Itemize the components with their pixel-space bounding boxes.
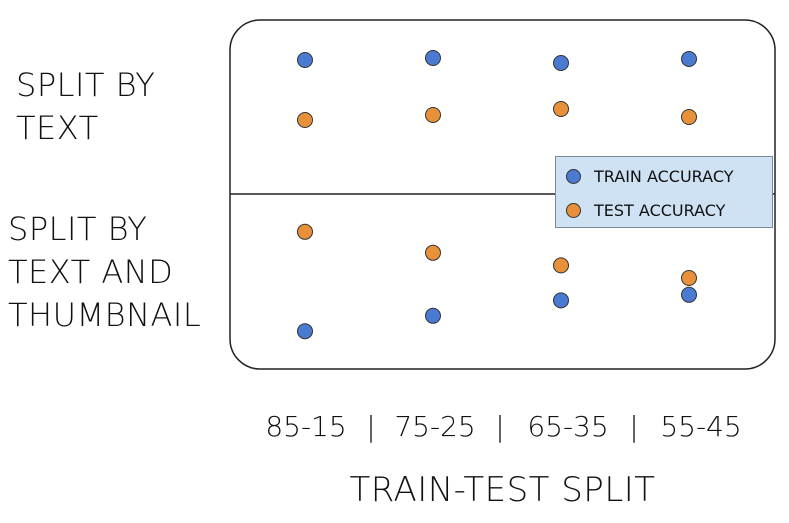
row-label-split-by-text: SPLIT BY TEXT — [16, 64, 155, 150]
x-tick-label: 85-15 — [265, 410, 347, 443]
x-tick-separator: | — [495, 410, 505, 443]
data-point-test — [553, 257, 569, 274]
x-tick-separator: | — [366, 410, 376, 443]
data-point-train — [425, 307, 441, 324]
x-tick-labels: 85-15 | 75-25 | 65-35 | 55-45 — [230, 410, 775, 446]
x-tick-separator: | — [629, 410, 639, 443]
legend-dot-test — [566, 202, 581, 218]
data-point-test — [425, 244, 441, 261]
row-label-line: TEXT AND — [8, 253, 174, 291]
x-axis-title: TRAIN-TEST SPLIT — [349, 470, 656, 510]
data-point-train — [297, 323, 313, 340]
data-point-train — [681, 51, 697, 67]
legend-label-train: TRAIN ACCURACY — [594, 166, 734, 186]
row-label-line: SPLIT BY — [8, 210, 148, 248]
x-tick-label: 65-35 — [527, 410, 609, 443]
data-point-train — [553, 55, 569, 71]
row-label-split-by-text-and-thumbnail: SPLIT BY TEXT AND THUMBNAIL — [8, 208, 201, 337]
data-point-test — [425, 107, 441, 123]
row-label-line: THUMBNAIL — [8, 296, 202, 334]
x-tick-label: 55-45 — [660, 410, 742, 443]
data-point-test — [297, 223, 313, 240]
data-point-test — [681, 109, 697, 125]
legend-dot-train — [566, 168, 581, 184]
data-point-train — [425, 50, 441, 66]
legend-item-train: TRAIN ACCURACY — [566, 166, 733, 186]
data-point-test — [297, 112, 313, 128]
x-tick-label: 75-25 — [394, 410, 476, 443]
row-label-line: SPLIT BY — [16, 66, 156, 104]
data-point-train — [681, 286, 697, 303]
data-point-train — [553, 292, 569, 309]
data-point-train — [297, 52, 313, 68]
legend-label-test: TEST ACCURACY — [594, 200, 726, 220]
row-label-line: TEXT — [16, 109, 99, 147]
legend-item-test: TEST ACCURACY — [566, 200, 725, 220]
data-point-test — [553, 101, 569, 117]
legend: TRAIN ACCURACY TEST ACCURACY — [555, 156, 773, 228]
data-point-test — [681, 270, 697, 286]
data-points — [297, 50, 697, 340]
